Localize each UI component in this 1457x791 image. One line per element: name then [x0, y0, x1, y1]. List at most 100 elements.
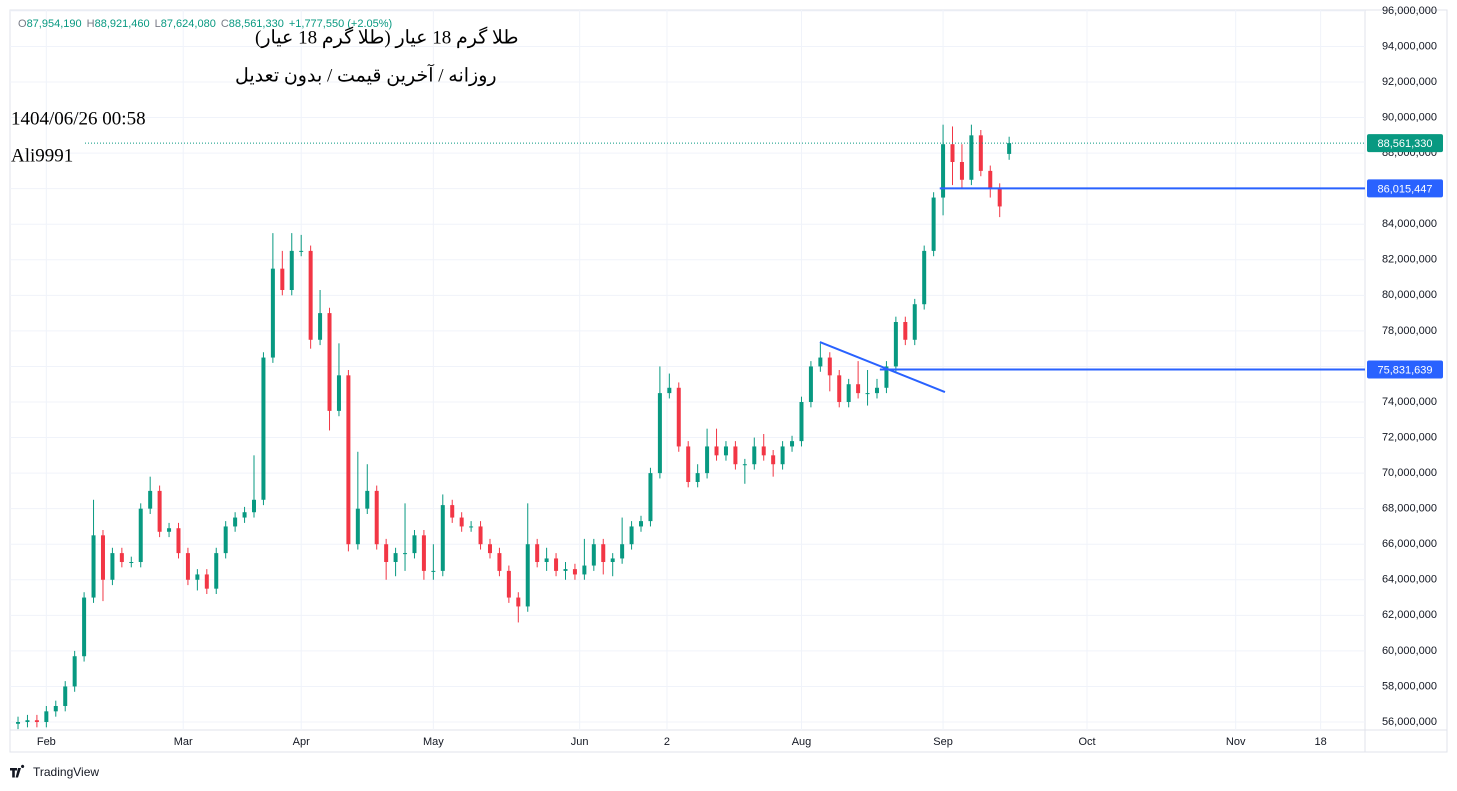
candle-body	[676, 387, 681, 447]
candle-body	[742, 464, 747, 466]
candle-body	[761, 446, 766, 456]
candle-body	[148, 490, 153, 509]
candle-body	[837, 375, 842, 402]
x-tick-label: Sep	[933, 736, 953, 748]
candle-body	[1007, 143, 1012, 154]
candle-body	[554, 558, 559, 571]
candle-body	[233, 517, 238, 527]
y-tick-label: 82,000,000	[1382, 254, 1437, 266]
candle-body	[336, 375, 341, 411]
y-tick-label: 92,000,000	[1382, 76, 1437, 88]
candle-body	[525, 544, 530, 607]
candle-body	[355, 508, 360, 545]
candle-body	[129, 562, 134, 563]
price-tag	[1367, 360, 1443, 379]
candle-body	[893, 322, 898, 367]
candle-body	[374, 490, 379, 545]
candle-body	[299, 250, 304, 252]
candle-body	[808, 366, 813, 402]
subtitle: روزانه / آخرین قیمت / بدون تعدیل	[235, 63, 497, 86]
candle-body	[629, 526, 634, 545]
x-tick-label: Feb	[37, 736, 56, 748]
y-tick-label: 58,000,000	[1382, 680, 1437, 692]
header: O87,954,190 H88,921,460 L87,624,080 C88,561…	[11, 18, 519, 166]
x-tick-label: Nov	[1226, 736, 1246, 748]
legend-key: H	[87, 18, 95, 30]
x-tick-label: May	[423, 736, 444, 748]
ohlc-legend: O87,954,190 H88,921,460 L87,624,080 C88,561…	[18, 18, 392, 30]
candle-body	[997, 188, 1002, 207]
candle-body	[790, 441, 795, 447]
candle-body	[601, 544, 606, 562]
legend-value: 88,921,460	[95, 18, 150, 30]
candle-body	[34, 720, 39, 722]
candle-body	[818, 357, 823, 367]
candle-body	[72, 656, 77, 687]
candle-body	[270, 268, 275, 358]
y-tick-label: 66,000,000	[1382, 538, 1437, 550]
title: طلا گرم 18 عیار (طلا گرم 18 عیار)	[255, 25, 519, 48]
candle-body	[582, 565, 587, 575]
candle-body	[497, 553, 502, 571]
candle-body	[119, 553, 124, 562]
candle-body	[771, 455, 776, 465]
candle-body	[450, 505, 455, 518]
candle-body	[365, 490, 370, 509]
x-tick-label: Aug	[792, 736, 812, 748]
candle-body	[261, 357, 266, 500]
candle-body	[591, 544, 596, 566]
candle-body	[667, 387, 672, 394]
y-tick-label: 80,000,000	[1382, 289, 1437, 301]
candle-body	[252, 499, 257, 513]
legend-value: 87,624,080	[161, 18, 216, 30]
brand: TradingView	[33, 765, 99, 779]
candle-body	[469, 526, 474, 528]
candle-body	[223, 526, 228, 554]
x-tick-label: 18	[1315, 736, 1327, 748]
x-tick-label: Jun	[571, 736, 589, 748]
y-tick-label: 74,000,000	[1382, 396, 1437, 408]
y-tick-label: 84,000,000	[1382, 218, 1437, 230]
candle-body	[176, 528, 181, 554]
candle-body	[865, 393, 870, 395]
y-tick-label: 72,000,000	[1382, 431, 1437, 443]
candle-body	[185, 553, 190, 580]
candle-body	[714, 446, 719, 456]
y-tick-label: 60,000,000	[1382, 645, 1437, 657]
y-tick-label: 70,000,000	[1382, 467, 1437, 479]
candle-body	[91, 535, 96, 598]
candle-body	[82, 597, 87, 657]
candle-body	[903, 322, 908, 340]
legend-key: L	[155, 18, 161, 30]
trend-line	[819, 341, 946, 393]
candle-body	[648, 473, 653, 522]
candle-body	[912, 304, 917, 340]
candle-body	[412, 535, 417, 554]
candle-body	[308, 250, 313, 340]
price-tag	[1367, 134, 1443, 153]
candle-body	[204, 574, 209, 589]
legend-key: O	[18, 18, 27, 30]
x-tick-label: Mar	[174, 736, 193, 748]
candle-body	[705, 446, 710, 474]
candle-body	[572, 569, 577, 575]
candle-body	[988, 170, 993, 189]
frame	[9, 9, 1448, 753]
candle-body	[214, 553, 219, 589]
y-tick-label: 62,000,000	[1382, 609, 1437, 621]
y-tick-label: 56,000,000	[1382, 716, 1437, 728]
legend-value: 88,561,330	[229, 18, 284, 30]
candle-body	[799, 402, 804, 442]
marks: 86,015,447 75,831,639 88,561,330	[16, 124, 1443, 730]
candle-body	[846, 384, 851, 402]
y-tick-label: 96,000,000	[1382, 5, 1437, 17]
candle-body	[506, 570, 511, 598]
candle-body	[657, 393, 662, 474]
candle-body	[723, 446, 728, 456]
candle-body	[695, 473, 700, 482]
candle-body	[752, 446, 757, 465]
candle-body	[421, 535, 426, 571]
candle-body	[922, 250, 927, 305]
y-tick-label: 68,000,000	[1382, 503, 1437, 515]
